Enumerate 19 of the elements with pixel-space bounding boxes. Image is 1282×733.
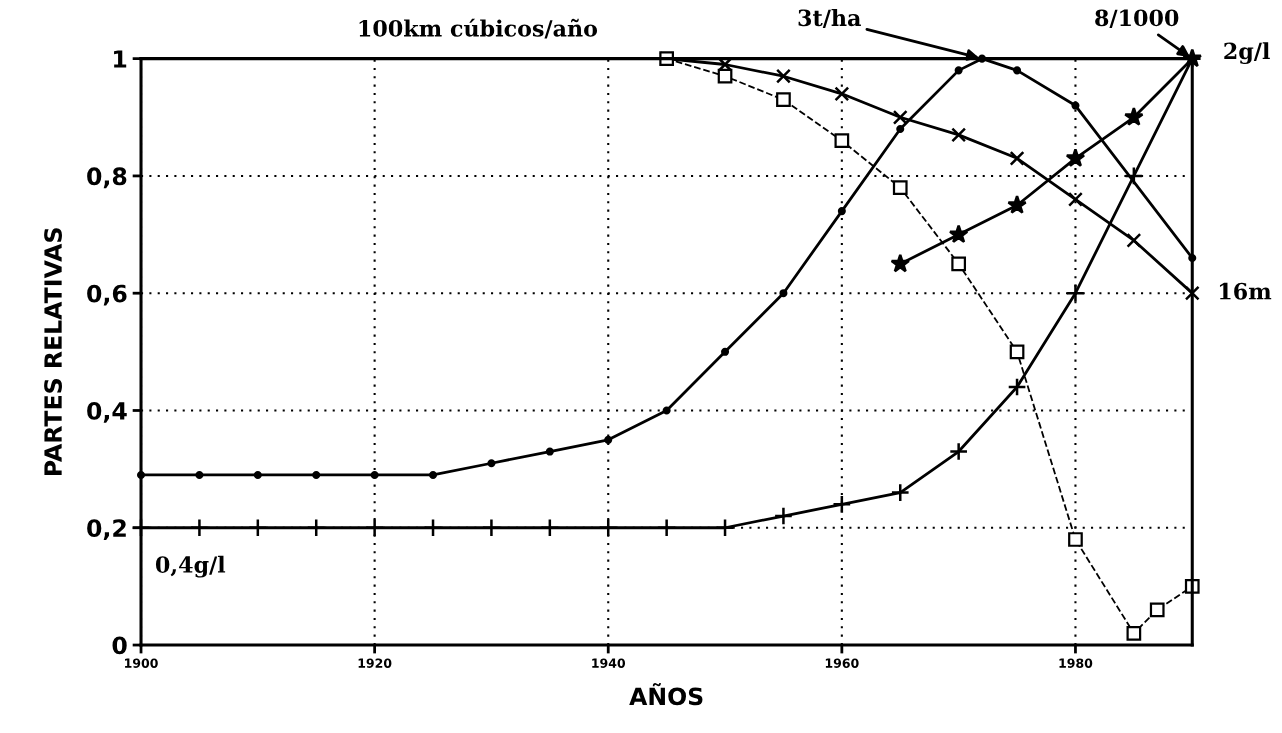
- annotation: 0,4g/l: [155, 555, 226, 578]
- annotation: 8/1000: [1095, 9, 1179, 28]
- annotation: 2g/l: [1224, 42, 1270, 64]
- text: 100km cúbicos/año: [359, 18, 598, 39]
- y-axis-title: PARTES RELATIVAS: [44, 228, 62, 475]
- y-tick-label: 0,2: [87, 519, 126, 541]
- x-tick-label: 1940: [592, 658, 626, 668]
- y-tick-label: 0,6: [87, 284, 127, 306]
- x-axis-title: AÑOS: [629, 683, 703, 706]
- x-tick-label: 1900: [125, 658, 158, 668]
- y-tick-label: 0,8: [87, 167, 127, 189]
- x-tick-label: 1920: [358, 658, 392, 668]
- y-tick-label: 0,4: [87, 401, 127, 423]
- x-tick-label: 1980: [1059, 658, 1093, 668]
- y-tick-label: 1: [114, 50, 127, 68]
- x-tick-label: 1960: [825, 658, 859, 668]
- y-tick-label: 0: [112, 636, 127, 655]
- annotation: 3t/ha: [798, 9, 861, 28]
- annotation: 16m: [1219, 282, 1272, 300]
